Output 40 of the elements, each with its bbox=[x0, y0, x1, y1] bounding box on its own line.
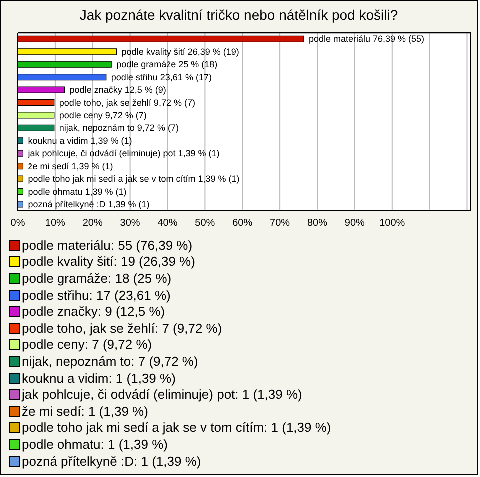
legend-label: podle značky: 9 (12,5 %) bbox=[22, 304, 166, 320]
data-label: podle značky 12,5 % (9) bbox=[70, 85, 166, 96]
x-tick-label: 50% bbox=[195, 218, 216, 230]
data-label: že mi sedí 1,39 % (1) bbox=[28, 161, 114, 172]
x-tick-label: 10% bbox=[45, 218, 66, 230]
data-label: podle gramáže 25 % (18) bbox=[116, 60, 218, 70]
x-tick-label: 90% bbox=[344, 218, 366, 230]
x-tick-label: 80% bbox=[307, 218, 328, 230]
data-label: podle ceny 9,72 % (7) bbox=[59, 110, 147, 120]
legend-label: kouknu a vidim: 1 (1,39 %) bbox=[22, 370, 176, 386]
legend-label: nijak, nepoznám to: 7 (9,72 %) bbox=[22, 354, 198, 369]
data-label: podle toho jak mi sedí a jak se v tom cítím 1,39 % (1) bbox=[28, 174, 240, 184]
data-label: podle střihu 23,61 % (17) bbox=[111, 72, 212, 82]
x-tick-label: 70% bbox=[270, 218, 290, 230]
legend-label: podle toho, jak se žehlí: 7 (9,72 %) bbox=[22, 320, 222, 336]
legend-label: že mi sedí: 1 (1,39 %) bbox=[22, 404, 148, 419]
data-label: jak pohlcuje, či odvádí (eliminuje) pot 1,39 % (1) bbox=[27, 148, 220, 159]
x-tick-label: 100% bbox=[380, 218, 406, 230]
data-label: podle ohmatu 1,39 % (1) bbox=[28, 186, 127, 197]
x-tick-label: 30% bbox=[120, 218, 140, 230]
x-tick-label: 40% bbox=[158, 218, 178, 230]
legend-label: podle ohmatu: 1 (1,39 %) bbox=[22, 436, 168, 452]
legend-label: podle kvality šití: 19 (26,39 %) bbox=[22, 254, 196, 270]
legend-label: podle střihu: 17 (23,61 %) bbox=[22, 288, 171, 303]
chart-title: Jak poznáte kvalitní tričko nebo nátělník pod košili? bbox=[78, 7, 400, 23]
data-label: nijak, nepoznám to 9,72 % (7) bbox=[59, 123, 179, 134]
x-tick-label: 20% bbox=[82, 218, 103, 230]
data-label: podle toho, jak se žehlí 9,72 % (7) bbox=[59, 98, 196, 108]
legend-label: jak pohlcuje, či odvádí (eliminuje) pot: 1 (1,39 %) bbox=[22, 387, 302, 402]
data-label: podle kvality šití 26,39 % (19) bbox=[122, 46, 240, 57]
legend-label: pozná přítelkyně :D: 1 (1,39 %) bbox=[22, 454, 202, 469]
data-label: pozná přítelkyně :D 1,39 % (1) bbox=[28, 199, 150, 210]
legend-label: podle gramáže: 18 (25 %) bbox=[22, 270, 172, 286]
data-label: kouknu a vidim 1,39 % (1) bbox=[28, 136, 132, 146]
x-tick-label: 60% bbox=[232, 218, 253, 230]
legend-label: podle ceny: 7 (9,72 %) bbox=[22, 337, 152, 352]
x-tick-label: 0% bbox=[10, 218, 26, 230]
data-label: podle materiálu 76,39 % (55) bbox=[308, 34, 425, 44]
legend-label: podle toho jak mi sedí a jak se v tom cítím: 1 (1,39 %) bbox=[22, 420, 332, 436]
legend-label: podle materiálu: 55 (76,39 %) bbox=[22, 238, 193, 253]
